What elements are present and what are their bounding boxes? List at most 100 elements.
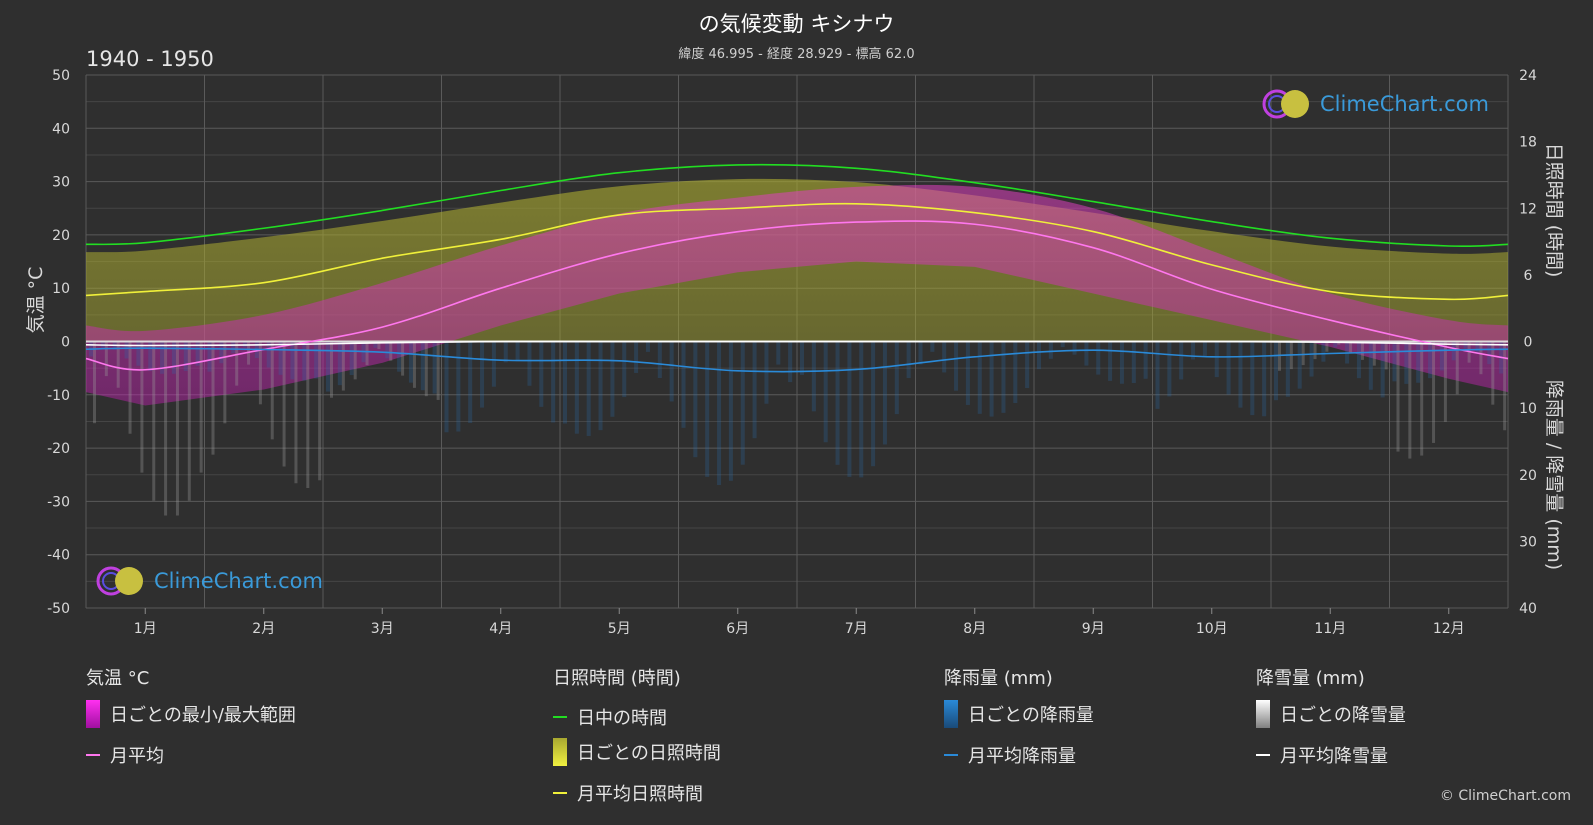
daily-snow-bar — [306, 341, 310, 488]
left-axis-tick: -50 — [47, 601, 70, 617]
legend-label: 日ごとの降雪量 — [1280, 705, 1406, 726]
daily-rain-bar — [1428, 341, 1433, 379]
daily-rain-bar — [906, 341, 911, 379]
daily-snow-bar — [341, 341, 345, 391]
daylight-line — [85, 163, 1509, 248]
daily-rain-bar — [385, 341, 390, 359]
daily-rain-bar — [1238, 341, 1243, 408]
right-axis-bottom-label: 降雨量 / 降雪量 (mm) — [1543, 380, 1565, 570]
daily-rain-bar — [1119, 341, 1124, 384]
right-axis-mm-tick: 40 — [1519, 601, 1537, 617]
daily-rain-bar — [432, 341, 437, 394]
chart-title: の気候変動 キシナウ — [698, 12, 895, 36]
daily-snow-bar — [211, 341, 215, 455]
daily-rain-bar — [539, 341, 544, 407]
daily-rain-bar — [1380, 341, 1385, 398]
left-axis-tick: 0 — [61, 335, 70, 351]
daily-rain-bar — [1060, 341, 1065, 348]
daylight-swatch — [553, 716, 567, 718]
daily-rain-bar — [977, 341, 982, 414]
legend-rain-title: 降雨量 (mm) — [944, 668, 1053, 689]
month-label: 9月 — [1082, 621, 1105, 637]
month-label: 2月 — [252, 621, 275, 637]
daily-rain-bar — [894, 341, 899, 415]
daily-snow-bar — [1349, 341, 1353, 353]
logo-top[interactable]: ClimeChart.com — [1262, 89, 1489, 119]
logo-bottom[interactable]: ClimeChart.com — [96, 566, 323, 596]
daily-snow-bar — [140, 341, 144, 473]
daily-rain-bar — [480, 341, 485, 408]
daily-snow-bar — [330, 341, 333, 398]
daily-rain-bar — [669, 341, 674, 402]
daily-rain-bar — [171, 341, 176, 374]
daily-rain-bar — [942, 341, 947, 373]
daily-snow-bar — [1301, 341, 1305, 366]
daily-snow-bar — [116, 341, 120, 388]
daily-snow-bar — [412, 341, 416, 388]
daily-rain-bar — [1214, 341, 1219, 378]
rain-avg-line — [85, 347, 1509, 373]
daily-rain-bar — [1487, 341, 1492, 365]
daily-snow-bar — [424, 341, 428, 397]
legend-label: 日ごとの日照時間 — [577, 743, 721, 764]
legend-sunshine-title: 日照時間 (時間) — [553, 668, 681, 689]
daily-snow-bar — [199, 341, 203, 473]
climate-chart: 50 40 30 20 10 0 -10 -20 -30 -40 -50 24 18 12 6 0 10 20 30… — [25, 68, 1565, 637]
daily-rain-bar — [1333, 341, 1338, 348]
legend-label: 日ごとの最小/最大範囲 — [110, 705, 296, 726]
chart-subtitle: 緯度 46.995 - 経度 28.929 - 標高 62.0 — [678, 47, 915, 62]
daily-rain-bar — [349, 341, 354, 376]
daily-snow-bar — [353, 341, 357, 380]
left-axis-label: 気温 °C — [25, 267, 47, 334]
daily-rain-bar — [693, 341, 698, 458]
right-axis-hours-tick: 6 — [1524, 268, 1533, 284]
daily-rain-bar — [823, 341, 828, 443]
daily-rain-bar — [515, 341, 520, 362]
daily-rain-bar — [847, 341, 852, 477]
legend-snow-avg: 月平均降雪量 — [1256, 742, 1388, 768]
daily-rain-bar — [859, 341, 864, 478]
daily-rain-bar — [740, 341, 745, 465]
daily-rain-bar — [1368, 341, 1373, 390]
daily-rain-bar — [965, 341, 970, 405]
daily-rain-bar — [835, 341, 840, 465]
daily-rain-bar — [1439, 341, 1444, 371]
legend-temp-range: 日ごとの最小/最大範囲 — [86, 700, 296, 728]
temp-avg-line — [85, 220, 1509, 371]
daily-rain-bar — [610, 341, 615, 417]
daily-rain-bar — [551, 341, 556, 423]
daily-snow-bar — [294, 341, 298, 484]
daily-snow-bar — [1396, 341, 1400, 452]
daily-rain-bar — [989, 341, 994, 417]
month-label: 5月 — [608, 621, 631, 637]
daily-rain-bar — [219, 341, 224, 364]
daily-rain-bar — [776, 341, 781, 365]
temp-range-band — [86, 184, 1508, 406]
snow-avg-line — [85, 340, 1509, 347]
daily-rain-bar — [420, 341, 425, 391]
daily-snow-bar — [1420, 341, 1424, 456]
daily-rain-bar — [266, 341, 271, 368]
left-axis-tick: -30 — [47, 494, 70, 510]
daily-rain-bar — [302, 341, 307, 381]
right-axis-hours-tick: 0 — [1524, 335, 1533, 351]
left-axis-tick: 20 — [52, 228, 70, 244]
left-axis-tick: -40 — [47, 548, 70, 564]
daily-snow-bar — [318, 341, 322, 481]
daily-rain-bar — [1048, 341, 1053, 359]
daily-rain-bar — [657, 341, 662, 379]
daily-snow-bar — [1372, 341, 1376, 366]
daily-rain-bar — [456, 341, 461, 432]
daily-snow-bar — [1443, 341, 1447, 422]
legend-snow-title: 降雪量 (mm) — [1256, 668, 1365, 689]
daily-snow-bar — [175, 341, 179, 516]
rain-swatch — [944, 700, 958, 728]
daily-snow-bar — [128, 341, 132, 434]
daily-rain-bar — [1131, 341, 1136, 384]
daily-rain-bar — [586, 341, 591, 436]
month-label: 8月 — [963, 621, 986, 637]
daily-snow-bar — [1313, 341, 1317, 360]
legend-label: 日中の時間 — [577, 708, 667, 729]
daily-rain-bar — [1262, 341, 1267, 417]
daily-rain-bar — [1191, 341, 1196, 360]
